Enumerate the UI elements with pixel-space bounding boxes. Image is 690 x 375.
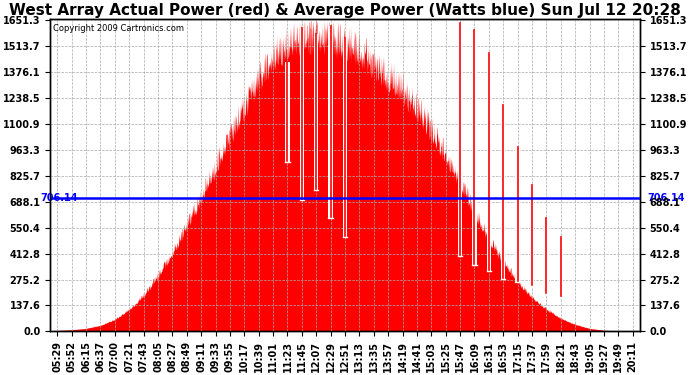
Text: 706.14: 706.14: [40, 194, 77, 203]
Text: 706.14: 706.14: [647, 194, 684, 203]
Title: West Array Actual Power (red) & Average Power (Watts blue) Sun Jul 12 20:28: West Array Actual Power (red) & Average …: [9, 3, 681, 18]
Text: Copyright 2009 Cartronics.com: Copyright 2009 Cartronics.com: [53, 24, 184, 33]
